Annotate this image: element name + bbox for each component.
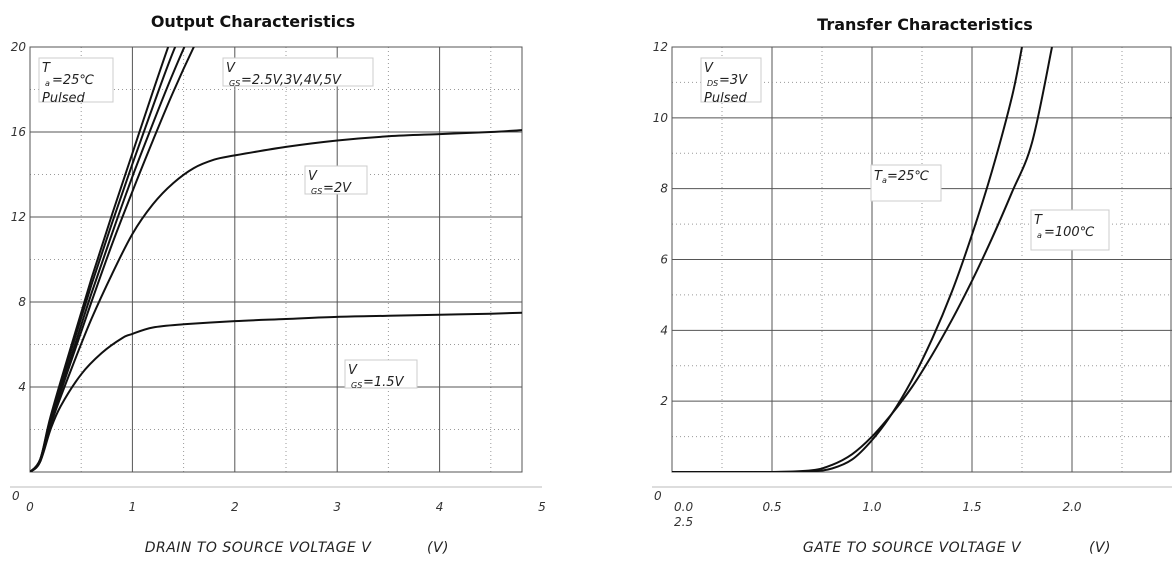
y-tick-label: 4 xyxy=(18,380,26,394)
annotation-symbol: V xyxy=(308,169,318,184)
plot-frame xyxy=(29,46,523,473)
annotation-box xyxy=(700,57,762,103)
y-tick-label: 4 xyxy=(660,323,668,337)
annotation-subscript: GS xyxy=(229,79,240,88)
x-tick-label: 2 xyxy=(231,500,239,514)
annotation-symbol: T xyxy=(874,169,883,184)
annotation-subscript: GS xyxy=(311,187,322,196)
x-tick-label: 1.5 xyxy=(962,500,981,514)
annotation-line2: Pulsed xyxy=(42,91,85,106)
annotation-symbol: T xyxy=(42,61,51,76)
y-tick-label: 2 xyxy=(660,394,668,408)
annotation-subscript: GS xyxy=(351,381,362,390)
y-tick-label: 16 xyxy=(11,125,27,139)
annotation-symbol: V xyxy=(348,363,358,378)
x-tick-label: 0.0 xyxy=(674,500,693,514)
annotation-value: =100℃ xyxy=(1044,225,1095,240)
y-tick-label: 0 xyxy=(12,489,20,503)
series-line-5 xyxy=(30,311,522,472)
y-tick-label: 20 xyxy=(11,40,27,54)
series-line-4 xyxy=(30,129,522,472)
x-tick-label: 2.0 xyxy=(1062,500,1081,514)
annotation-box xyxy=(222,57,374,87)
x-tick-label: 5 xyxy=(538,500,546,514)
annotation-symbol: V xyxy=(226,61,236,76)
x-tick-label: 4 xyxy=(436,500,444,514)
chart-title: Output Characteristics xyxy=(151,12,355,31)
annotation-box xyxy=(344,359,418,389)
series-line-1 xyxy=(672,47,1053,472)
x-axis-label: DRAIN TO SOURCE VOLTAGE V xyxy=(145,540,373,556)
x-tick-label: 3 xyxy=(333,500,341,514)
annotation-subscript: a xyxy=(45,79,50,88)
series-line-0 xyxy=(672,47,1023,472)
x-tick-label: 1.0 xyxy=(862,500,881,514)
x-axis-unit: (V) xyxy=(1089,540,1111,556)
annotation-value: =2V xyxy=(323,181,352,196)
annotation-line2: Pulsed xyxy=(704,91,747,106)
series-group xyxy=(672,47,1053,472)
annotation-box xyxy=(1030,209,1110,251)
annotation-box xyxy=(38,57,114,103)
y-tick-label: 0 xyxy=(654,489,662,503)
plot-frame xyxy=(671,46,1172,473)
y-tick-label: 8 xyxy=(660,182,668,196)
annotation-box xyxy=(304,165,368,195)
x-tick-label: 2.5 xyxy=(674,515,693,529)
x-axis-unit: (V) xyxy=(427,540,449,556)
annotation-value: =1.5V xyxy=(363,375,405,390)
annotation-box xyxy=(870,164,942,202)
x-tick-label: 0.5 xyxy=(762,500,781,514)
y-tick-label: 12 xyxy=(653,40,668,54)
chart-title: Transfer Characteristics xyxy=(817,15,1033,34)
annotation-value: =2.5V,3V,4V,5V xyxy=(241,73,342,88)
annotation-subscript: DS xyxy=(707,79,718,88)
annotation-subscript: a xyxy=(1037,231,1042,240)
annotation-value: =3V xyxy=(719,73,748,88)
annotation-value: =25℃ xyxy=(52,73,94,88)
x-tick-label: 1 xyxy=(129,500,137,514)
series-group xyxy=(30,47,522,472)
transfer-characteristics-chart: Transfer Characteristics 0.0 0.5 1.0 1.5 2.0 2… xyxy=(652,15,1172,556)
x-axis-label: GATE TO SOURCE VOLTAGE V xyxy=(803,540,1022,556)
y-tick-label: 6 xyxy=(660,253,668,267)
y-tick-label: 10 xyxy=(653,111,669,125)
x-tick-label: 0 xyxy=(26,500,34,514)
y-tick-label: 8 xyxy=(18,295,26,309)
annotation-value: =25℃ xyxy=(887,169,929,184)
annotation-symbol: V xyxy=(704,61,714,76)
annotation-subscript: a xyxy=(882,176,887,185)
annotation-symbol: T xyxy=(1034,213,1043,228)
y-tick-label: 12 xyxy=(11,210,26,224)
